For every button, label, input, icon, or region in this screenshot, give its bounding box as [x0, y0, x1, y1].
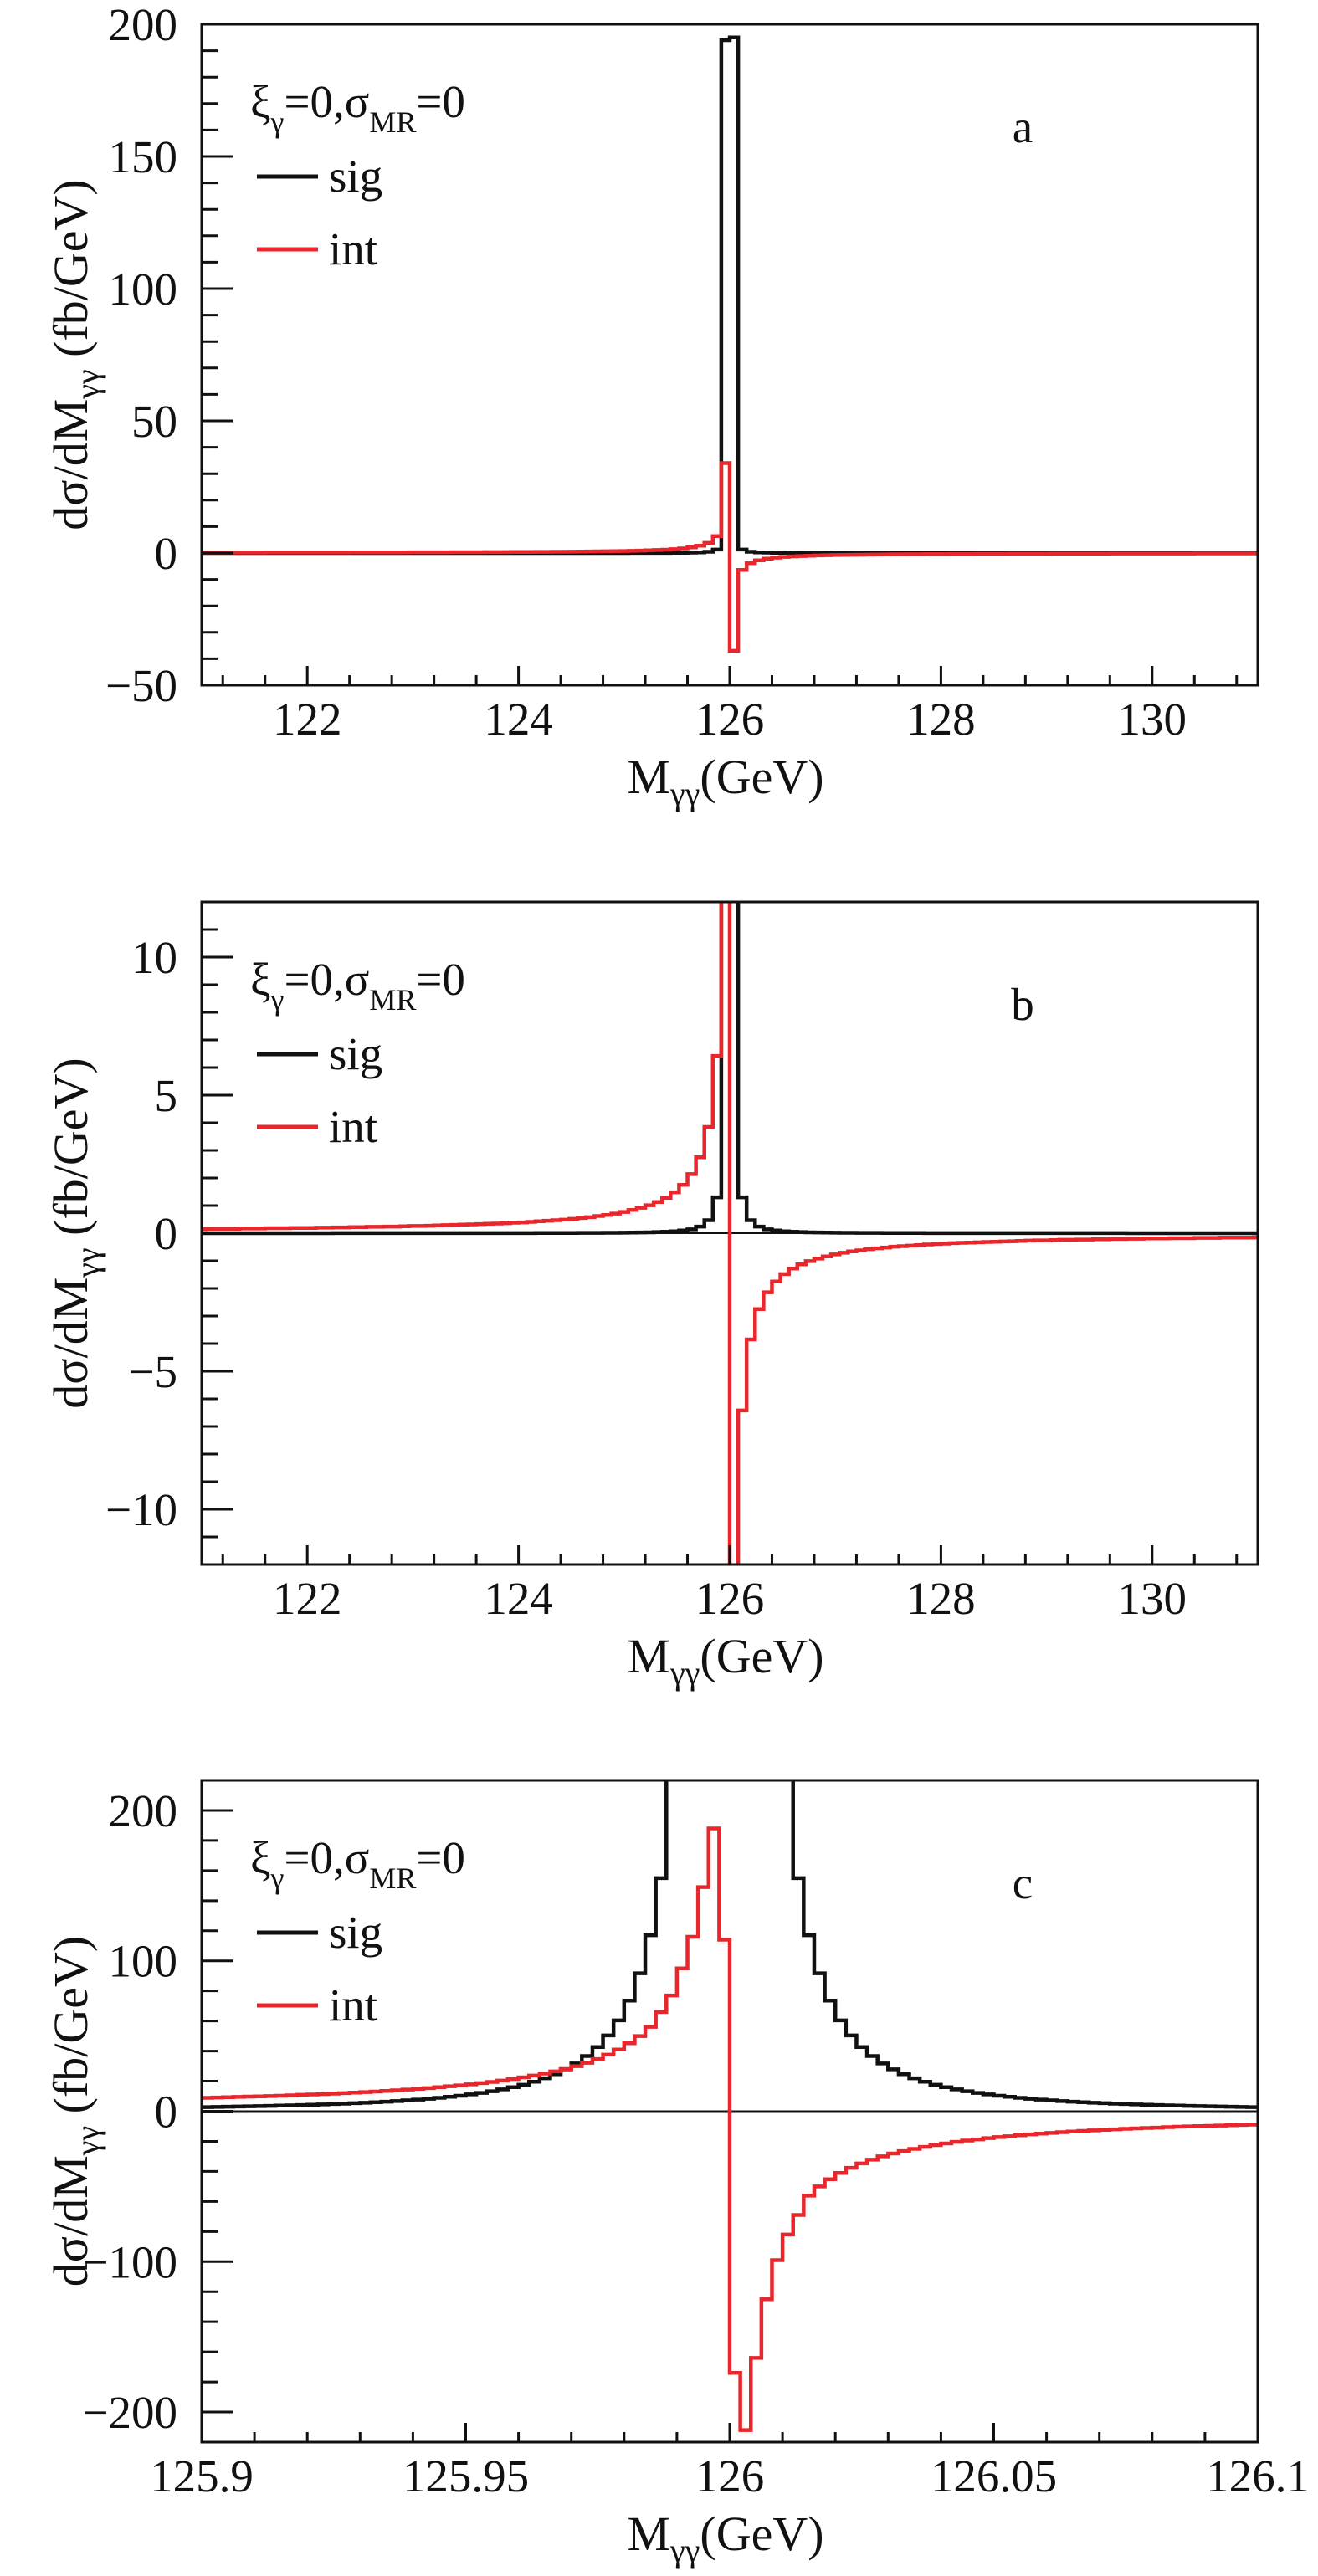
- x-title-main: M: [627, 750, 670, 804]
- legend-sigma-subscript: MR: [369, 1862, 416, 1895]
- legend-mid: =0,σ: [284, 76, 369, 127]
- x-axis-title: Mγγ(GeV): [627, 750, 823, 812]
- legend: ξγ=0,σMR=0 sig int: [250, 76, 465, 274]
- x-title-unit: (GeV): [700, 1629, 823, 1683]
- x-tick-label: 128: [906, 694, 976, 745]
- x-tick-label: 130: [1118, 1573, 1187, 1624]
- x-tick-label: 122: [273, 1573, 342, 1624]
- y-tick-label: 0: [155, 1208, 178, 1259]
- histogram-int: [202, 902, 1258, 1565]
- y-title-main: dσ/dM: [44, 2155, 98, 2287]
- legend-label-sig: sig: [329, 1028, 382, 1079]
- legend-label-int: int: [329, 223, 377, 274]
- y-tick-label: −10: [105, 1484, 177, 1535]
- y-title-subscript: γγ: [69, 1247, 106, 1278]
- x-tick-label: 126.05: [931, 2451, 1057, 2502]
- y-tick-label: 0: [155, 528, 178, 579]
- x-axis-title: Mγγ(GeV): [627, 1629, 823, 1692]
- legend-end: =0: [416, 954, 465, 1005]
- y-tick-label: −5: [128, 1346, 177, 1397]
- x-tick-label: 126: [695, 1573, 765, 1624]
- y-title-main: dσ/dM: [44, 1278, 98, 1409]
- legend-sigma-subscript: MR: [369, 105, 416, 139]
- legend-label-sig: sig: [329, 151, 382, 202]
- y-tick-label: 200: [109, 1785, 178, 1836]
- legend-sigma-subscript: MR: [369, 983, 416, 1017]
- plot-area: [202, 1780, 1258, 2432]
- plot-area: [202, 902, 1258, 1565]
- x-tick-label: 126.1: [1206, 2451, 1310, 2502]
- histogram-sig: [202, 902, 1258, 1236]
- y-axis-title: dσ/dMγγ (fb/GeV): [44, 179, 106, 530]
- y-tick-label: 150: [109, 131, 178, 182]
- y-tick-label: −200: [82, 2387, 177, 2438]
- panel-label: c: [1013, 1857, 1033, 1908]
- x-title-main: M: [627, 2507, 670, 2561]
- x-tick-label: 125.95: [403, 2451, 529, 2502]
- y-title-main: dσ/dM: [44, 399, 98, 530]
- y-tick-label: 100: [109, 1936, 178, 1987]
- x-title-subscript: γγ: [669, 775, 700, 812]
- legend: ξγ=0,σMR=0 sig int: [250, 954, 465, 1152]
- y-tick-label: 200: [109, 0, 178, 50]
- histogram-int: [202, 461, 1258, 653]
- y-title-unit: (fb/GeV): [44, 1058, 98, 1247]
- x-title-unit: (GeV): [700, 2507, 823, 2561]
- legend-xi-subscript: γ: [270, 1862, 285, 1895]
- legend-xi: ξ: [250, 954, 271, 1005]
- x-tick-label: 128: [906, 1573, 976, 1624]
- legend-label-sig: sig: [329, 1907, 382, 1958]
- legend-label-int: int: [329, 1979, 377, 2031]
- x-tick-label: 126: [695, 2451, 765, 2502]
- x-tick-label: 125.9: [150, 2451, 254, 2502]
- x-tick-label: 124: [484, 694, 553, 745]
- x-title-unit: (GeV): [700, 750, 823, 804]
- y-tick-label: −100: [82, 2236, 177, 2287]
- y-tick-label: −50: [105, 660, 177, 711]
- histogram-int: [202, 1826, 1258, 2432]
- x-tick-label: 122: [273, 694, 342, 745]
- legend-header: ξγ=0,σMR=0: [250, 1832, 465, 1895]
- x-tick-label: 124: [484, 1573, 553, 1624]
- y-title-subscript: γγ: [69, 369, 106, 399]
- panel-label: b: [1011, 979, 1034, 1030]
- y-title-unit: (fb/GeV): [44, 179, 98, 369]
- x-title-subscript: γγ: [669, 1654, 700, 1692]
- legend-mid: =0,σ: [284, 1832, 369, 1883]
- x-title-main: M: [627, 1629, 670, 1683]
- legend-xi: ξ: [250, 1832, 271, 1883]
- y-tick-label: 5: [155, 1070, 178, 1121]
- legend: ξγ=0,σMR=0 sig int: [250, 1832, 465, 2031]
- legend-mid: =0,σ: [284, 954, 369, 1005]
- y-tick-label: 10: [131, 932, 177, 983]
- legend-header: ξγ=0,σMR=0: [250, 954, 465, 1017]
- legend-label-int: int: [329, 1101, 377, 1152]
- legend-xi: ξ: [250, 76, 271, 127]
- y-title-subscript: γγ: [69, 2126, 106, 2156]
- x-tick-label: 126: [695, 694, 765, 745]
- y-tick-label: 0: [155, 2087, 178, 2138]
- legend-xi-subscript: γ: [270, 983, 285, 1017]
- legend-end: =0: [416, 76, 465, 127]
- y-axis-title: dσ/dMγγ (fb/GeV): [44, 1936, 106, 2287]
- x-axis-title: Mγγ(GeV): [627, 2507, 823, 2569]
- histogram-sig: [202, 1780, 1258, 2109]
- x-tick-label: 130: [1118, 694, 1187, 745]
- plot-area: [202, 35, 1258, 653]
- legend-xi-subscript: γ: [270, 105, 285, 139]
- panel-label: a: [1013, 101, 1033, 152]
- y-axis-title: dσ/dMγγ (fb/GeV): [44, 1058, 106, 1408]
- y-tick-label: 100: [109, 264, 178, 315]
- legend-end: =0: [416, 1832, 465, 1883]
- x-title-subscript: γγ: [669, 2532, 700, 2569]
- y-tick-label: 50: [131, 396, 177, 447]
- y-title-unit: (fb/GeV): [44, 1936, 98, 2126]
- legend-header: ξγ=0,σMR=0: [250, 76, 465, 139]
- panel-c: −200 −100 0 100 200 125.9 125.95 126 126.05 126.1…: [44, 1779, 1310, 2569]
